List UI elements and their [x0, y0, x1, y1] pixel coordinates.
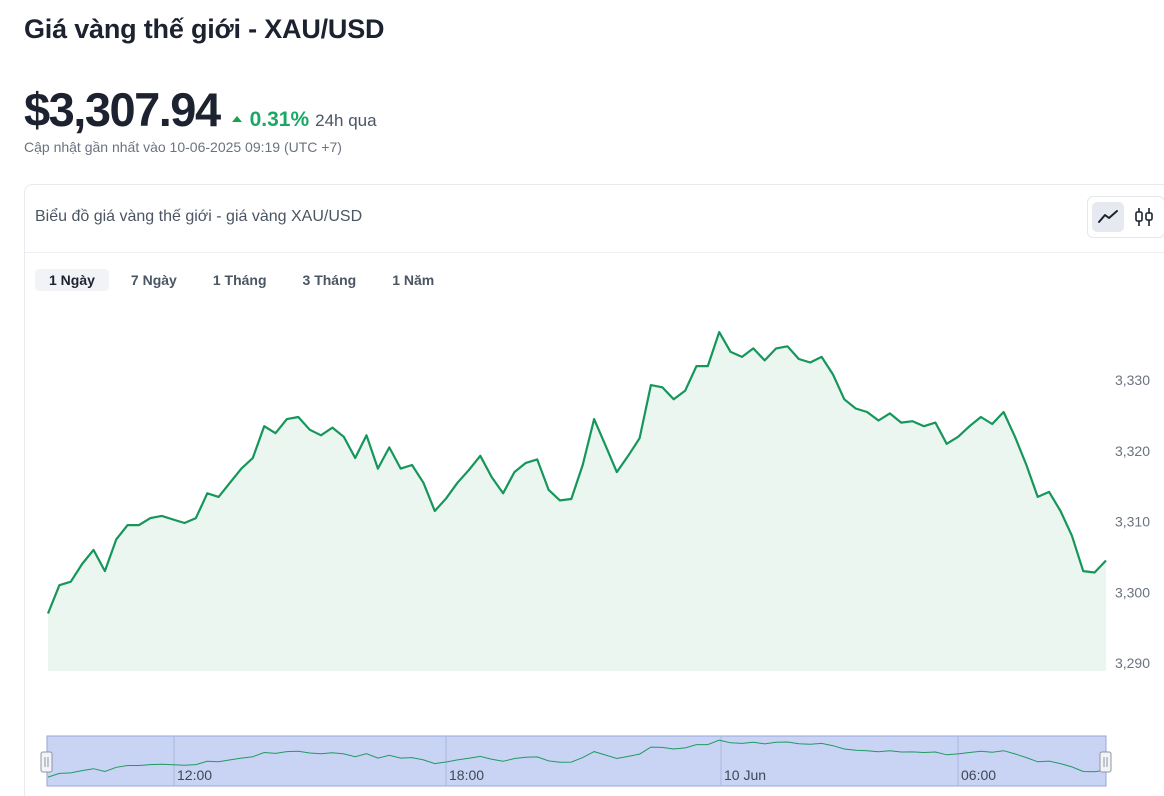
- range-tabs: 1 Ngày 7 Ngày 1 Tháng 3 Tháng 1 Năm: [35, 269, 456, 291]
- navigator-time-label: 18:00: [449, 767, 484, 783]
- y-tick-label: 3,300: [1115, 584, 1150, 600]
- y-tick-label: 3,310: [1115, 514, 1150, 530]
- candlestick-icon: [1135, 208, 1153, 226]
- chart-type-toggle: [1087, 196, 1164, 238]
- change-percent: 0.31%: [249, 108, 310, 131]
- line-chart-icon: [1098, 210, 1118, 223]
- navigator-handle-right[interactable]: [1099, 751, 1112, 773]
- navigator-time-label: 06:00: [961, 767, 996, 783]
- current-price: $3,307.94: [24, 83, 221, 136]
- price-line[interactable]: [46, 331, 1107, 614]
- chart-title: Biểu đồ giá vàng thế giới - giá vàng XAU…: [35, 208, 363, 225]
- navigator-time-label: 10 Jun: [724, 767, 766, 783]
- tab-1-year[interactable]: 1 Năm: [392, 272, 435, 288]
- tab-1-month[interactable]: 1 Tháng: [212, 272, 267, 288]
- candlestick-chart-button[interactable]: [1128, 202, 1160, 232]
- tab-3-months[interactable]: 3 Tháng: [302, 272, 357, 288]
- y-tick-label: 3,330: [1115, 372, 1150, 388]
- price-row: $3,307.94 0.31% 24h qua: [24, 82, 377, 137]
- tab-7-days[interactable]: 7 Ngày: [130, 272, 177, 288]
- price-area: [48, 332, 1106, 671]
- y-tick-label: 3,290: [1115, 655, 1150, 671]
- up-arrow-icon: [231, 116, 242, 122]
- line-chart-button[interactable]: [1092, 202, 1124, 232]
- price-change: 0.31% 24h qua: [231, 108, 377, 132]
- navigator-time-label: 12:00: [177, 767, 212, 783]
- navigator-line: [47, 739, 1107, 778]
- last-updated: Cập nhật gần nhất vào 10-06-2025 09:19 (…: [24, 139, 342, 155]
- page-title: Giá vàng thế giới - XAU/USD: [24, 14, 385, 44]
- y-tick-label: 3,320: [1115, 443, 1150, 459]
- tab-1-day[interactable]: 1 Ngày: [35, 269, 109, 291]
- navigator-handle-left[interactable]: [40, 751, 53, 773]
- change-period: 24h qua: [315, 111, 377, 130]
- card-divider: [25, 252, 1164, 253]
